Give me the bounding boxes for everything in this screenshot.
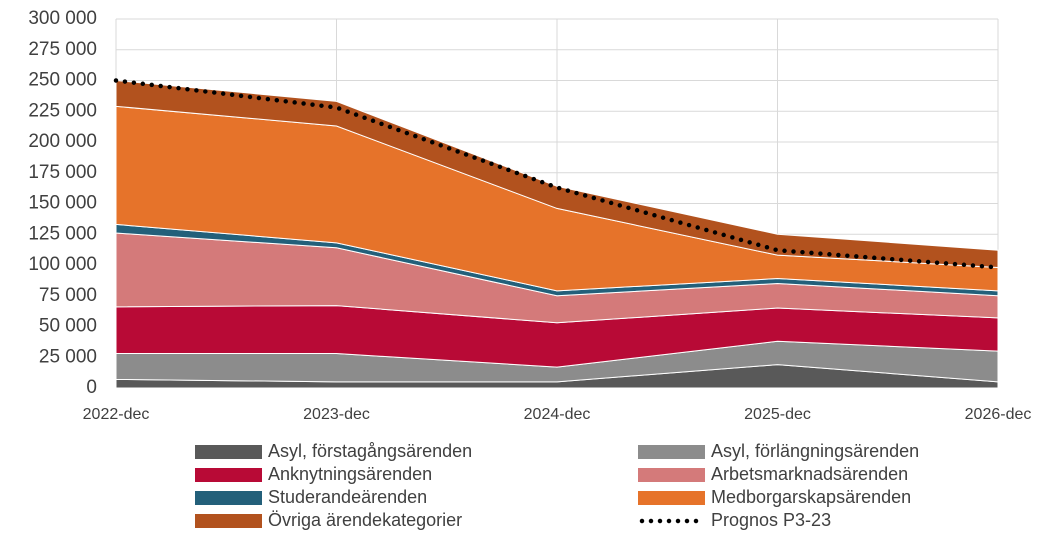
legend-swatch — [638, 445, 705, 459]
y-tick-label: 300 000 — [28, 8, 97, 29]
area — [115, 79, 999, 268]
legend-label: Arbetsmarknadsärenden — [711, 464, 908, 484]
x-tick-label: 2024-dec — [524, 406, 591, 423]
legend-label: Studerandeärenden — [268, 487, 427, 507]
y-tick-label: 0 — [86, 377, 97, 398]
legend-swatch — [195, 491, 262, 505]
y-tick-label: 50 000 — [39, 316, 97, 337]
y-tick-label: 125 000 — [28, 223, 97, 244]
x-tick-label: 2023-dec — [303, 406, 370, 423]
legend-label: Medborgarskapsärenden — [711, 487, 911, 507]
legend-swatch — [195, 514, 262, 528]
legend-label: Prognos P3-23 — [711, 510, 831, 530]
y-tick-label: 25 000 — [39, 346, 97, 367]
x-tick-label: 2026-dec — [965, 406, 1032, 423]
y-tick-label: 100 000 — [28, 254, 97, 275]
y-tick-label: 150 000 — [28, 193, 97, 214]
legend-label: Asyl, förstagångsärenden — [268, 441, 472, 461]
legend-swatch — [638, 468, 705, 482]
legend-swatch — [638, 491, 705, 505]
legend-swatch — [195, 445, 262, 459]
y-tick-label: 75 000 — [39, 285, 97, 306]
legend-label: Övriga ärendekategorier — [268, 510, 462, 530]
legend-swatch — [195, 468, 262, 482]
legend-label: Asyl, förlängningsärenden — [711, 441, 919, 461]
y-tick-label: 250 000 — [28, 70, 97, 91]
y-tick-label: 275 000 — [28, 39, 97, 60]
y-tick-label: 175 000 — [28, 162, 97, 183]
x-tick-label: 2025-dec — [744, 406, 811, 423]
y-tick-label: 200 000 — [28, 131, 97, 152]
y-tick-label: 225 000 — [28, 100, 97, 121]
x-tick-label: 2022-dec — [83, 406, 150, 423]
legend-label: Anknytningsärenden — [268, 464, 432, 484]
